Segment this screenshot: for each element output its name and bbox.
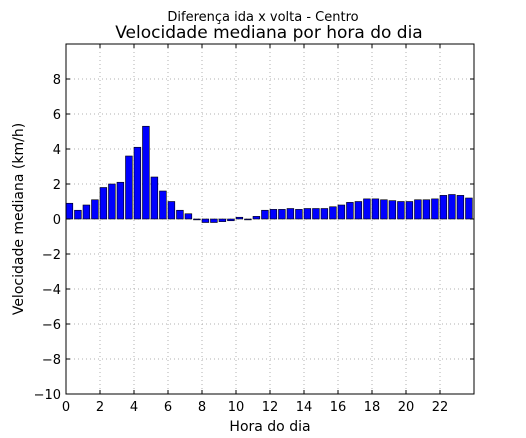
bar	[193, 218, 201, 221]
bar	[346, 202, 354, 220]
bar	[108, 183, 116, 220]
bar	[456, 195, 465, 220]
bar	[159, 190, 167, 220]
bar	[133, 146, 142, 220]
chart-title: Velocidade mediana por hora do dia	[115, 23, 422, 43]
bar	[150, 176, 159, 220]
bar	[371, 198, 380, 220]
bar	[218, 218, 227, 222]
bar	[337, 204, 346, 220]
x-tick-label: 6	[164, 400, 172, 415]
bar	[320, 208, 329, 220]
bar	[295, 209, 303, 220]
y-tick-label: 4	[53, 143, 61, 158]
x-tick-label: 2	[96, 400, 104, 415]
y-tick-label: 0	[53, 213, 61, 228]
x-tick-label: 16	[330, 400, 347, 415]
bar	[363, 198, 371, 220]
bar	[252, 216, 261, 220]
y-tick-label: −4	[42, 283, 61, 298]
bar	[184, 213, 193, 220]
x-tick-label: 0	[62, 400, 70, 415]
bar	[82, 204, 91, 220]
bar	[312, 208, 320, 220]
bar	[74, 209, 82, 220]
bar	[439, 195, 448, 220]
bar	[286, 208, 295, 220]
y-tick-label: −2	[42, 248, 61, 263]
x-tick-label: 12	[262, 400, 279, 415]
bar	[303, 208, 312, 220]
bar	[278, 209, 286, 220]
bar	[167, 201, 176, 220]
x-tick-label: 18	[364, 400, 381, 415]
bar	[354, 201, 363, 220]
bar	[116, 181, 125, 220]
bar	[91, 199, 99, 220]
bar	[422, 199, 431, 220]
ticks: 0 2 4 6 8 10 12 14 16 18 20 22 −10 −8 −6 −4 −2 0 2 4 6 8	[34, 44, 474, 415]
bar	[176, 209, 184, 220]
bar	[405, 201, 414, 220]
bar	[380, 199, 388, 220]
x-tick-label: 22	[432, 400, 449, 415]
bar	[210, 218, 218, 223]
y-tick-label: 8	[53, 73, 61, 88]
x-tick-label: 10	[228, 400, 245, 415]
bar	[235, 216, 244, 220]
bar	[448, 194, 456, 220]
bar	[388, 200, 397, 220]
x-tick-label: 8	[198, 400, 206, 415]
x-axis-label: Hora do dia	[229, 419, 310, 435]
bar	[329, 206, 337, 220]
bar	[142, 125, 150, 220]
y-tick-label: −6	[42, 318, 61, 333]
bars	[65, 125, 473, 223]
y-axis-label: Velocidade mediana (km/h)	[11, 123, 27, 315]
bar	[431, 198, 439, 220]
bar	[125, 155, 133, 220]
y-tick-label: −10	[34, 388, 61, 403]
bar	[465, 197, 473, 220]
bar	[414, 199, 422, 220]
bar	[244, 218, 252, 221]
x-tick-label: 4	[130, 400, 138, 415]
bar	[99, 187, 108, 220]
bar	[261, 209, 269, 220]
bar	[227, 218, 235, 222]
y-tick-label: −8	[42, 353, 61, 368]
x-tick-label: 20	[398, 400, 415, 415]
x-tick-label: 14	[296, 400, 313, 415]
bar	[397, 201, 405, 220]
y-tick-label: 2	[53, 178, 61, 193]
y-tick-label: 6	[53, 108, 61, 123]
chart-suptitle: Diferença ida x volta - Centro	[167, 10, 358, 25]
bar	[269, 209, 278, 220]
bar	[201, 218, 210, 223]
bar	[65, 202, 74, 220]
